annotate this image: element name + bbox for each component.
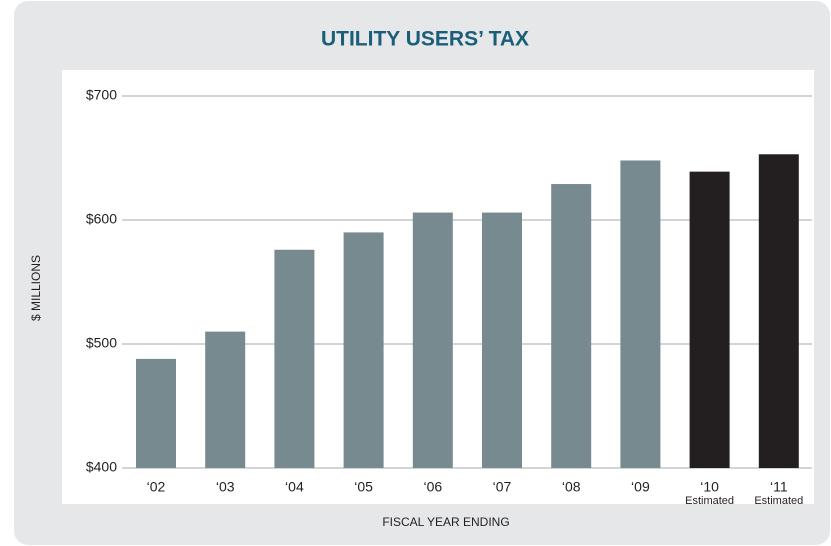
x-tick-label: ‘03 (216, 479, 235, 495)
x-tick-label: ‘02 (147, 479, 166, 495)
bar (274, 249, 315, 468)
bar (412, 212, 453, 468)
bar (205, 331, 246, 468)
bar (136, 358, 176, 468)
x-tick-label: ‘08 (562, 479, 581, 495)
chart-title: UTILITY USERS’ TAX (321, 28, 529, 51)
x-tick-label: ‘07 (493, 479, 512, 495)
y-tick-label: $700 (86, 87, 117, 103)
x-tick-label: ‘10 (700, 479, 719, 495)
x-tick-label: ‘11 (770, 479, 788, 495)
x-tick-sublabel: Estimated (754, 495, 803, 507)
bar (620, 160, 661, 469)
y-tick-label: $600 (86, 211, 117, 227)
bar (482, 212, 522, 468)
y-tick-label: $400 (86, 459, 117, 475)
x-tick-label: ‘04 (285, 479, 304, 495)
bar (551, 184, 592, 469)
x-axis-label: FISCAL YEAR ENDING (382, 515, 509, 529)
x-tick-label: ‘09 (631, 479, 650, 495)
y-tick-label: $500 (86, 335, 117, 351)
y-axis-label: $ MILLIONS (29, 255, 43, 321)
bar (758, 154, 799, 468)
x-tick-label: ‘05 (354, 479, 373, 495)
x-tick-label: ‘06 (423, 479, 442, 495)
x-tick-sublabel: Estimated (685, 495, 734, 507)
bar (689, 171, 730, 468)
bar (343, 232, 384, 468)
